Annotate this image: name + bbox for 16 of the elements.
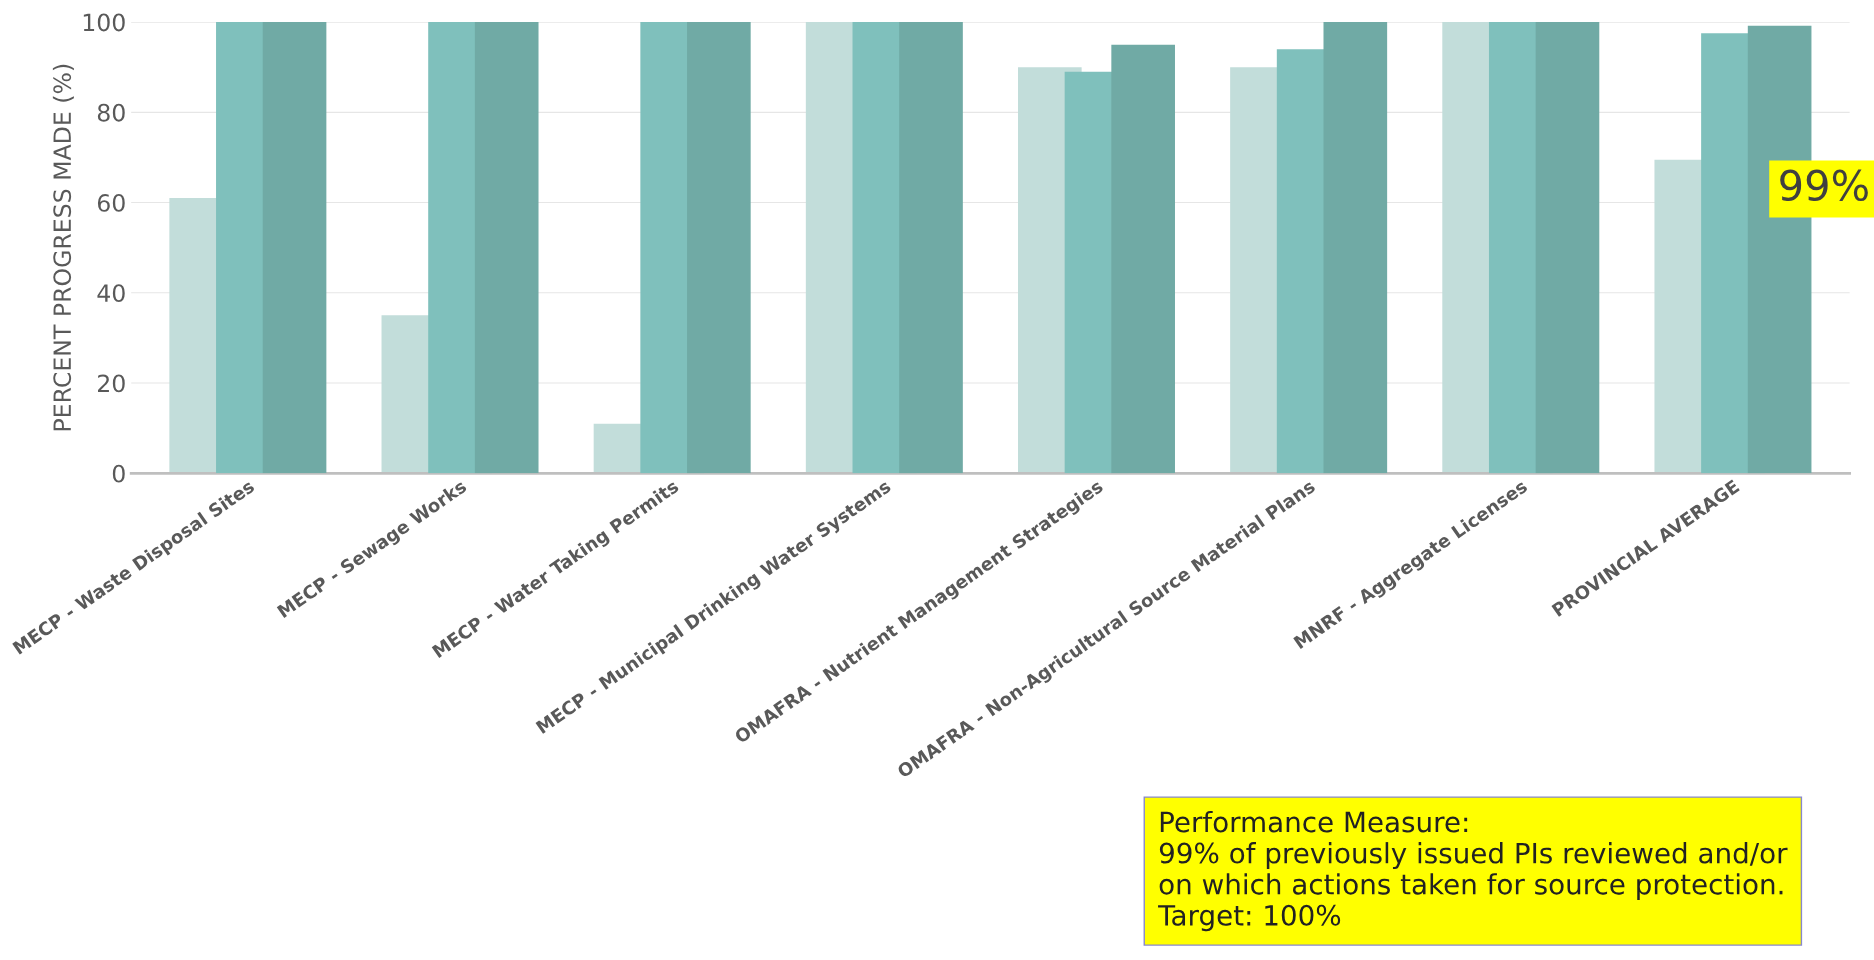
y-tick-label: 80 <box>97 103 125 122</box>
bar <box>687 22 751 474</box>
y-tick-label: 40 <box>97 284 125 303</box>
y-tick-label: 60 <box>97 194 125 212</box>
y-tick-label: 0 <box>112 464 125 483</box>
y-tick-label: 100 <box>83 13 125 32</box>
bar <box>262 22 327 474</box>
y-axis-title: PERCENT PROGRESS MADE (%) <box>52 64 74 431</box>
y-tick-label: 20 <box>98 374 125 393</box>
bar <box>1323 22 1388 474</box>
bar <box>474 22 539 474</box>
text: Performance Measure: 99% of previously issued PIs reviewed and/or on which actions taken for source protection. Target: 100% <box>1158 811 1788 932</box>
bar <box>899 22 963 474</box>
bar <box>1111 44 1175 474</box>
bar <box>1535 22 1600 474</box>
annotation: 99% <box>1780 169 1868 202</box>
